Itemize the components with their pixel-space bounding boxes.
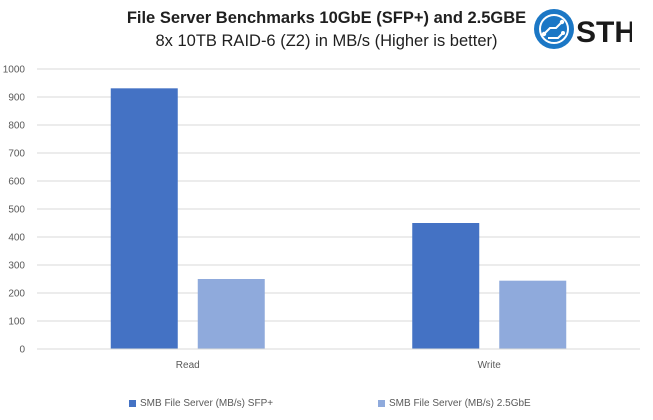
y-tick-label: 800 — [8, 121, 25, 132]
bar-read-series-2 — [197, 279, 265, 349]
x-tick-label: Read — [176, 360, 200, 371]
y-tick-label: 200 — [8, 289, 25, 300]
legend-item-2-5gbe: SMB File Server (MB/s) 2.5GbE — [378, 398, 531, 409]
y-tick-label: 700 — [8, 149, 25, 160]
y-tick-label: 900 — [8, 93, 25, 104]
y-axis-ticks: 0 100 200 300 400 500 600 700 800 900 1000 — [3, 65, 26, 356]
x-axis-ticks: Read Write — [37, 348, 640, 371]
x-tick-label: Write — [478, 360, 502, 371]
chart-subtitle: 8x 10TB RAID-6 (Z2) in MB/s (Higher is b… — [155, 32, 498, 50]
y-tick-label: 1000 — [3, 65, 26, 76]
bar-write-series-2 — [499, 280, 567, 349]
legend-label-2-5gbe: SMB File Server (MB/s) 2.5GbE — [389, 398, 531, 409]
legend-swatch-2-5gbe — [378, 400, 385, 407]
legend: SMB File Server (MB/s) SFP+ SMB File Ser… — [0, 398, 653, 412]
bar-write-series-1 — [412, 223, 480, 349]
y-tick-label: 500 — [8, 205, 25, 216]
y-tick-label: 600 — [8, 177, 25, 188]
circuit-gear-icon: STH — [534, 9, 636, 49]
legend-item-sfp: SMB File Server (MB/s) SFP+ — [129, 398, 273, 409]
y-tick-label: 100 — [8, 317, 25, 328]
y-tick-label: 400 — [8, 233, 25, 244]
y-tick-label: 0 — [19, 345, 25, 356]
legend-swatch-sfp — [129, 400, 136, 407]
bars — [110, 88, 567, 349]
sth-logo: STH — [532, 6, 636, 52]
bar-read-series-1 — [110, 88, 178, 349]
legend-label-sfp: SMB File Server (MB/s) SFP+ — [140, 398, 274, 409]
chart-title: File Server Benchmarks 10GbE (SFP+) and … — [126, 9, 527, 27]
logo-text: STH — [576, 16, 632, 49]
y-tick-label: 300 — [8, 261, 25, 272]
